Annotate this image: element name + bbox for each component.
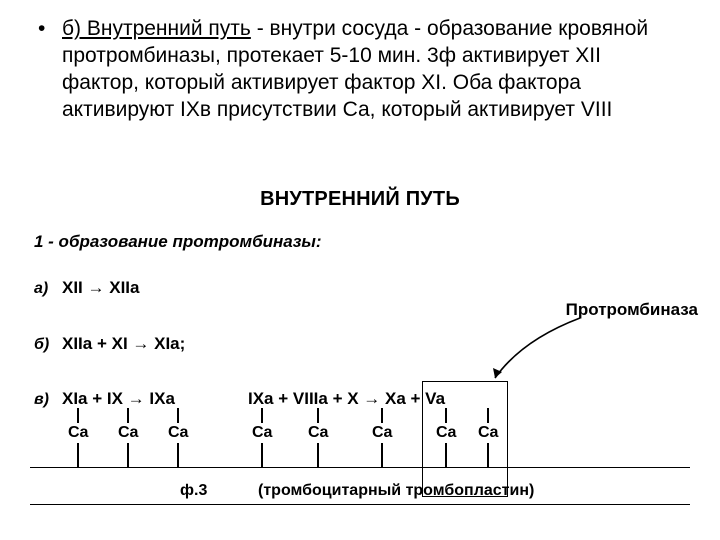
ca-label: Ca <box>478 424 498 442</box>
ca-tick-upper <box>487 408 489 423</box>
ca-tick-upper <box>177 408 179 423</box>
ca-tick-upper <box>317 408 319 423</box>
protrombinaza-arrow <box>0 0 720 540</box>
f3-paren: (тромбоцитарный тромбопластин) <box>258 482 534 500</box>
ca-tick-lower <box>127 443 129 467</box>
f3-label: ф.3 <box>180 482 207 500</box>
ca-tick-upper <box>445 408 447 423</box>
ca-label: Ca <box>372 424 392 442</box>
ca-label: Ca <box>252 424 272 442</box>
ca-tick-upper <box>261 408 263 423</box>
ca-tick-lower <box>261 443 263 467</box>
ca-tick-lower <box>77 443 79 467</box>
ca-label: Ca <box>308 424 328 442</box>
ca-tick-lower <box>445 443 447 467</box>
ca-tick-lower <box>317 443 319 467</box>
ca-label: Ca <box>168 424 188 442</box>
ca-tick-upper <box>127 408 129 423</box>
hr-top <box>30 467 690 468</box>
ca-tick-lower <box>381 443 383 467</box>
ca-tick-upper <box>381 408 383 423</box>
ca-label: Ca <box>68 424 88 442</box>
hr-bottom <box>30 504 690 505</box>
ca-label: Ca <box>436 424 456 442</box>
ca-tick-lower <box>177 443 179 467</box>
ca-tick-lower <box>487 443 489 467</box>
ca-label: Ca <box>118 424 138 442</box>
ca-tick-upper <box>77 408 79 423</box>
